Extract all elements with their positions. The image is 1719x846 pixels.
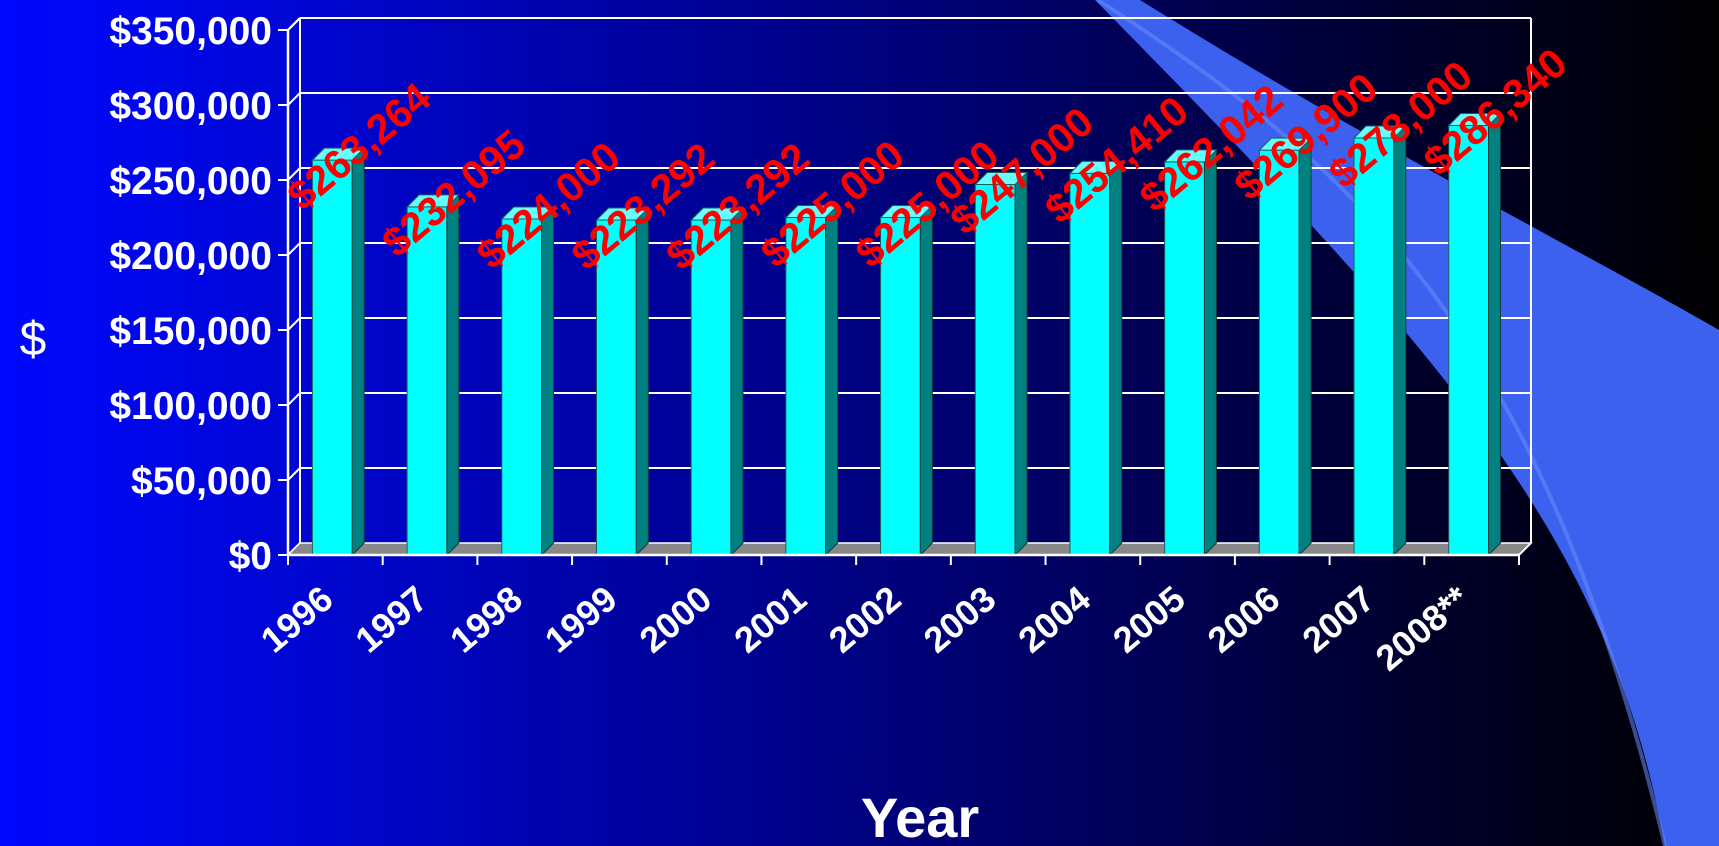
bar: [689, 206, 745, 557]
bar-front: [1448, 124, 1489, 556]
x-axis-label: Year: [860, 786, 980, 846]
bar-front: [1164, 161, 1205, 556]
x-tick-label: 2003: [916, 578, 1004, 661]
y-tick-label: $250,000: [109, 160, 272, 203]
bar-side: [541, 205, 555, 557]
floor-right-diagonal: [1518, 542, 1532, 556]
bar-front: [311, 159, 353, 556]
bar-front: [1353, 137, 1395, 556]
bar-front: [595, 219, 637, 556]
x-tick-label: 2005: [1105, 578, 1193, 661]
bar-side: [351, 146, 365, 557]
bar: [974, 171, 1029, 557]
bar-top: [1163, 149, 1218, 163]
bar: [1068, 160, 1123, 557]
bar-top: [1258, 137, 1313, 151]
bar-top: [784, 205, 839, 218]
bar-top: [1352, 125, 1408, 139]
top-corner-diagonal: [287, 17, 301, 31]
bar-side: [919, 204, 933, 557]
gridline-wall-diagonal: [287, 392, 301, 406]
x-tick-label: 2004: [1010, 578, 1098, 661]
x-tick-label: 1999: [537, 578, 625, 661]
x-tick-label: 1997: [347, 578, 435, 661]
bar-front: [974, 184, 1016, 556]
bar: [1163, 148, 1218, 557]
bar-top: [500, 206, 555, 220]
bar: [500, 205, 555, 557]
chart-bars: [311, 112, 1502, 557]
bar-side: [635, 206, 649, 557]
bar-side: [1109, 160, 1123, 557]
gridline-wall-diagonal: [287, 467, 301, 481]
x-tick-label: 2006: [1200, 578, 1288, 661]
bar: [311, 146, 366, 557]
bar: [1352, 124, 1408, 557]
y-tick-label: $100,000: [109, 385, 272, 428]
bar-top: [1068, 160, 1123, 174]
x-tick-label: 1998: [442, 578, 530, 661]
bar-top: [879, 205, 934, 218]
y-axis-label: $: [19, 313, 47, 366]
y-tick-label: $50,000: [131, 460, 272, 503]
y-tick-label: $350,000: [109, 10, 272, 53]
y-tick-label: $150,000: [109, 310, 272, 353]
bar: [595, 206, 650, 557]
bar-front: [406, 206, 448, 556]
bar-top: [311, 147, 366, 161]
gridline-wall-diagonal: [287, 242, 301, 256]
bar: [1258, 136, 1313, 557]
bar-top: [595, 207, 650, 221]
gridline-wall-diagonal: [287, 167, 301, 181]
bar-front: [690, 219, 732, 556]
gridline-wall-diagonal: [287, 92, 301, 106]
bar-side: [825, 204, 839, 557]
bar-front: [501, 218, 543, 556]
x-tick-label: 2008**: [1368, 578, 1477, 679]
bar-top: [689, 207, 745, 221]
bar: [1447, 112, 1502, 557]
bar-front: [880, 217, 921, 556]
bar-side: [1487, 112, 1501, 557]
bar-side: [1298, 136, 1312, 557]
x-tick-label: 2002: [821, 578, 909, 661]
x-tick-label: 2001: [726, 578, 814, 661]
bar: [784, 204, 839, 557]
background-swoosh: [1095, 0, 1719, 846]
bar-side: [1014, 171, 1028, 557]
bar-top: [974, 172, 1029, 185]
bar-side: [730, 206, 744, 557]
bar-front: [1258, 149, 1300, 556]
bar-front: [785, 217, 827, 556]
background-swoosh-highlight: [1096, 0, 1667, 846]
gridline-wall-diagonal: [287, 317, 301, 331]
x-tick-label: 1996: [253, 578, 341, 661]
bar-side: [1393, 124, 1407, 557]
bar: [879, 204, 934, 557]
bar-side: [446, 193, 460, 557]
bar-top: [1447, 112, 1502, 126]
y-tick-label: $200,000: [109, 235, 272, 278]
y-tick-label: $300,000: [109, 85, 272, 128]
bar: [405, 193, 461, 557]
bar-top: [405, 194, 461, 208]
bar-front: [1069, 172, 1111, 556]
y-tick-label: $0: [229, 535, 272, 578]
x-tick-label: 2000: [632, 578, 720, 661]
bar-side: [1203, 148, 1217, 557]
